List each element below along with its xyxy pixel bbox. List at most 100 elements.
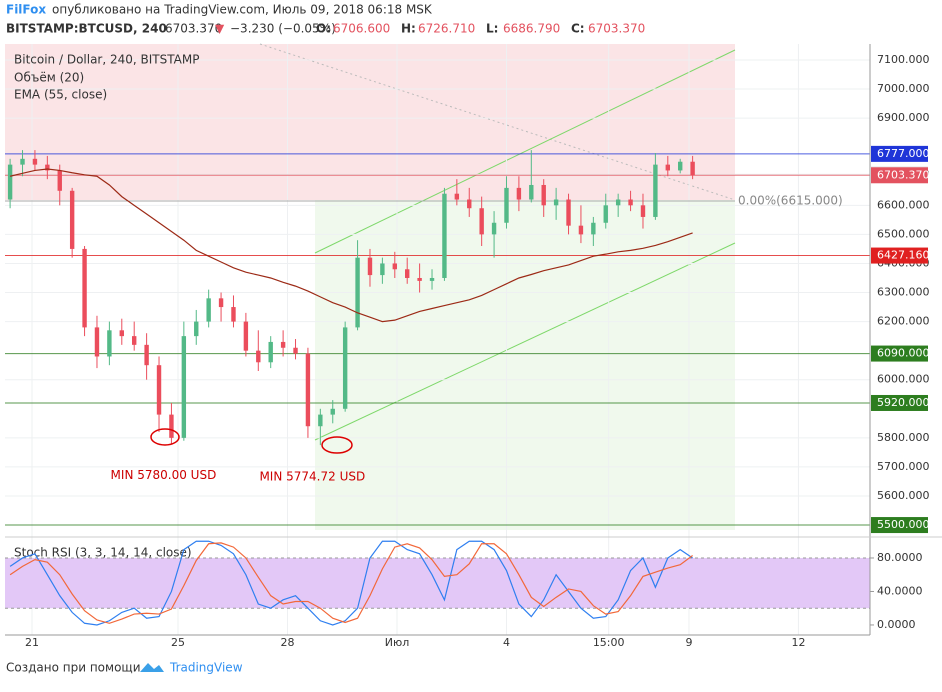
candle-body	[529, 184, 534, 200]
stoch-line	[9, 540, 693, 626]
candle-body	[206, 298, 211, 322]
min-circle	[321, 436, 353, 454]
min-annotation: MIN 5780.00 USD	[111, 468, 217, 482]
y-tick-label: 6000.000	[877, 373, 930, 386]
footer-brand[interactable]: TradingView	[169, 661, 243, 675]
candle-body	[591, 222, 596, 235]
ohlc-label: L:	[486, 22, 498, 36]
ohlc-label: O:	[316, 22, 331, 36]
price-badge-label: 6427.160	[877, 249, 930, 262]
candle-body	[653, 164, 658, 217]
candle-body	[330, 408, 335, 415]
candle-body	[7, 164, 13, 200]
candle-body	[454, 193, 460, 200]
ohlc-label: C:	[571, 22, 585, 36]
y-tick-label: 5700.000	[877, 460, 930, 473]
candle-body	[32, 158, 38, 165]
price-badge-label: 5500.000	[877, 518, 930, 531]
candle-body	[479, 208, 484, 235]
y-tick-label: 6500.000	[877, 227, 930, 240]
chart-title: Stoch RSI (3, 3, 14, 14, close)	[14, 546, 192, 560]
x-tick-label: 25	[171, 636, 185, 649]
price-badge	[871, 517, 928, 534]
ohlc-value: 6686.790	[503, 22, 560, 36]
zone-pink	[5, 44, 735, 200]
candle-body	[491, 222, 497, 235]
ohlc-value: 6703.370	[588, 22, 645, 36]
candle-body	[69, 190, 75, 249]
channel-lower	[314, 242, 736, 441]
last-price: 6703.370	[165, 22, 222, 36]
candle-body	[615, 199, 621, 206]
candle-body	[417, 277, 422, 281]
channel-upper	[314, 49, 736, 254]
price-badge	[871, 167, 928, 184]
candle-body	[132, 336, 137, 345]
candle-body	[392, 263, 397, 270]
published: опубликовано на TradingView.com, Июль 09…	[52, 3, 433, 17]
x-tick-label: 15:00	[593, 636, 625, 649]
ohlc: O: 6706.600 H: 6726.710 L: 6686.790 C: 6703.370	[316, 22, 645, 36]
price-badge-label: 6777.000	[877, 147, 930, 160]
candle-body	[516, 187, 522, 200]
price-badge-label: 5920.000	[877, 396, 930, 409]
y-tick-label: 7000.000	[877, 82, 930, 95]
indicator-label: EMA (55, close)	[14, 88, 107, 102]
ohlc-value: 6726.710	[418, 22, 475, 36]
y-tick-label: 5800.000	[877, 431, 930, 444]
candle-body	[57, 170, 62, 191]
tv-logo	[140, 663, 164, 672]
x-tick-label: 21	[25, 636, 39, 649]
candle-body	[20, 158, 25, 165]
price-badge-label: 6090.000	[877, 347, 930, 360]
candle-body	[144, 344, 149, 366]
stoch-line	[9, 542, 693, 624]
chart-title: Bitcoin / Dollar, 240, BITSTAMP	[14, 53, 199, 67]
candle-body	[467, 199, 472, 209]
candle-body	[504, 187, 509, 223]
candle-body	[45, 164, 50, 171]
zone-green	[315, 200, 735, 530]
x-tick-label: Июл	[385, 636, 410, 649]
candle-body	[690, 161, 695, 176]
candle-body	[218, 298, 224, 308]
y-tick-label: 7100.000	[877, 53, 930, 66]
ema-line	[9, 168, 693, 323]
arrow: ▼	[215, 22, 225, 36]
candle-body	[256, 350, 261, 363]
candle-body	[119, 330, 124, 337]
y-tick-label: 6300.000	[877, 286, 930, 299]
y-tick-label: 5600.000	[877, 489, 930, 502]
candle-body	[678, 161, 683, 171]
min-annotation: MIN 5774.72 USD	[259, 470, 365, 484]
candle-body	[156, 365, 162, 415]
candle-body	[280, 341, 286, 348]
candle-body	[405, 269, 410, 278]
price-badge	[871, 394, 928, 411]
candle-body	[665, 164, 671, 171]
candle-body	[293, 347, 298, 354]
candle-body	[107, 330, 112, 357]
candle-body	[94, 327, 100, 357]
stoch-band	[5, 557, 870, 609]
candle-body	[640, 205, 646, 217]
candle-body	[367, 257, 373, 276]
candle-body	[342, 327, 348, 409]
y-tick-label: 6200.000	[877, 315, 930, 328]
price-pane: 7100.000 7000.000 6900.000 6600.000 6500.000…	[5, 44, 930, 649]
ohlc-value: 6706.600	[333, 22, 390, 36]
candle-body	[318, 414, 323, 427]
candle-body	[628, 199, 633, 206]
indicator-label: Объём (20)	[14, 71, 84, 85]
candle-body	[541, 184, 546, 206]
candle-body	[566, 199, 571, 226]
min-circle	[150, 428, 180, 446]
candle-body	[268, 341, 273, 363]
y-tick-label: 0.0000	[877, 618, 916, 631]
y-tick-label: 80.0000	[877, 551, 923, 564]
price-badge-label: 6703.370	[877, 168, 930, 181]
price-badge	[871, 345, 928, 362]
y-tick-label: 40.0000	[877, 584, 923, 597]
publisher[interactable]: FilFox	[6, 3, 46, 17]
